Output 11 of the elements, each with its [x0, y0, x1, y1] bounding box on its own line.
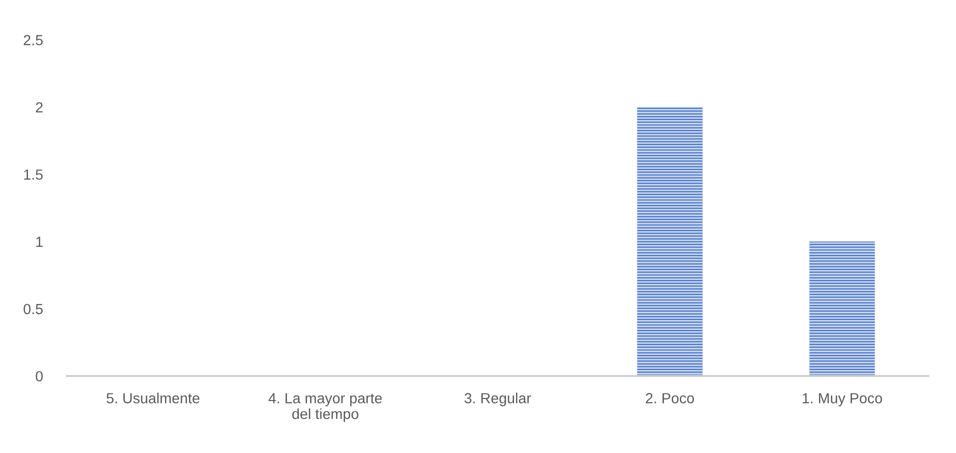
y-tick-label: 0.5	[24, 304, 43, 314]
x-tick-label: 2. Poco	[646, 393, 694, 404]
x-tick-label: 3. Regular	[464, 392, 531, 406]
y-tick-label: 1	[36, 236, 43, 247]
y-tick-label: 2.5	[24, 34, 43, 46]
x-tick-label: 4. La mayor parte del tiempo	[268, 393, 382, 422]
x-tick-label: 5. Usualmente	[106, 392, 200, 404]
x-tick-label: 1. Muy Poco	[802, 393, 882, 406]
y-tick-label: 1.5	[24, 170, 43, 180]
y-tick-label: 2	[36, 102, 43, 112]
y-tick-label: 0	[36, 371, 43, 382]
